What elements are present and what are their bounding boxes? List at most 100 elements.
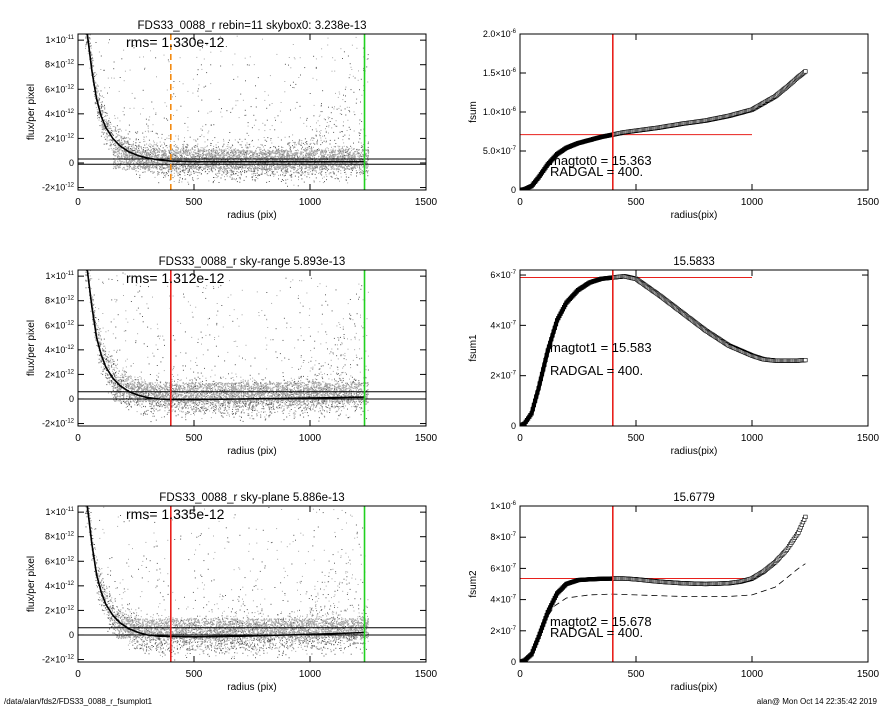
chart-title: 15.6779 bbox=[673, 492, 715, 504]
chart-panel-4: 0 500 1000 1500 0 2×10-7 4×10-7 6×10-7 15.5833 ra… bbox=[468, 256, 880, 457]
x-tick-label: 500 bbox=[628, 433, 645, 444]
y-tick-label: 2×10-7 bbox=[490, 371, 516, 381]
annotation-2: RADGAL = 400. bbox=[550, 625, 643, 640]
chart-title: FDS33_0088_r sky-plane 5.886e-13 bbox=[159, 492, 344, 504]
x-tick-label: 1500 bbox=[857, 197, 880, 208]
y-tick-label: 4×10-12 bbox=[45, 109, 75, 119]
annotation-1: magtot1 = 15.583 bbox=[550, 340, 652, 355]
annotation-2: RADGAL = 400. bbox=[550, 164, 643, 179]
y-tick-label: 6×10-12 bbox=[45, 84, 75, 94]
x-tick-label: 1500 bbox=[415, 669, 438, 680]
x-tick-label: 0 bbox=[75, 669, 81, 680]
y-tick-label: 0 bbox=[511, 657, 516, 667]
y-axis-label: flux/per pixel bbox=[26, 556, 37, 612]
plot-area bbox=[78, 270, 426, 423]
axes-frame bbox=[519, 269, 869, 427]
series-2 bbox=[542, 563, 806, 624]
y-tick-label: 4×10-12 bbox=[45, 581, 75, 591]
plot-area bbox=[520, 514, 808, 662]
y-tick-label: 1.0×10-6 bbox=[483, 107, 517, 117]
chart-title: FDS33_0088_r sky-range 5.893e-13 bbox=[159, 256, 346, 268]
plot-area bbox=[78, 34, 426, 187]
x-axis-label: radius (pix) bbox=[227, 682, 276, 693]
y-tick-label: 8×10-7 bbox=[490, 532, 516, 542]
series-1 bbox=[520, 514, 808, 662]
x-axis-label: radius(pix) bbox=[671, 210, 718, 221]
y-tick-label: 0 bbox=[69, 394, 74, 404]
chart-panel-5: 0 500 1000 1500-2×10-1202×10-124×10-126×10-… bbox=[26, 492, 438, 693]
series-marker bbox=[803, 69, 808, 74]
chart-panel-2: 0 500 1000 1500 0 5.0×10-7 1.0×10-6 1.5×10-6 2.0… bbox=[468, 29, 880, 221]
y-tick-label: 0 bbox=[511, 421, 516, 431]
y-axis-label: fsum2 bbox=[468, 570, 479, 598]
chart-title: 15.5833 bbox=[673, 256, 715, 268]
series-1 bbox=[520, 69, 808, 190]
y-axis-label: flux/per pixel bbox=[26, 320, 37, 376]
y-tick-label: 6×10-7 bbox=[490, 563, 516, 573]
x-tick-label: 0 bbox=[75, 197, 81, 208]
x-tick-label: 1000 bbox=[741, 433, 764, 444]
y-tick-label: 8×10-12 bbox=[45, 296, 75, 306]
x-tick-label: 1000 bbox=[299, 197, 322, 208]
x-tick-label: 0 bbox=[517, 669, 523, 680]
y-tick-label: 2×10-7 bbox=[490, 626, 516, 636]
x-tick-label: 0 bbox=[517, 433, 523, 444]
x-tick-label: 0 bbox=[517, 197, 523, 208]
y-tick-label: 2×10-12 bbox=[45, 605, 75, 615]
series-marker bbox=[803, 514, 808, 519]
annotation-1: rms= 1.335e-12 bbox=[126, 506, 225, 522]
y-tick-label: 1×10-6 bbox=[490, 501, 516, 511]
profile-line bbox=[86, 506, 365, 638]
y-tick-label: 1.5×10-6 bbox=[483, 68, 517, 78]
profile-line bbox=[86, 34, 365, 163]
y-tick-label: -2×10-12 bbox=[42, 655, 75, 665]
y-tick-label: 0 bbox=[69, 630, 74, 640]
plot-area bbox=[78, 506, 426, 661]
x-tick-label: 1500 bbox=[857, 669, 880, 680]
axes-frame bbox=[77, 269, 427, 427]
axes-frame bbox=[77, 505, 427, 663]
axes-frame bbox=[77, 33, 427, 191]
y-tick-label: 1×10-11 bbox=[45, 35, 74, 45]
y-tick-label: 4×10-7 bbox=[490, 320, 516, 330]
chart-panel-1: 0 500 1000 1500-2×10-1202×10-124×10-126×10-… bbox=[26, 20, 438, 221]
x-tick-label: 1000 bbox=[299, 433, 322, 444]
chart-panel-3: 0 500 1000 1500-2×10-1202×10-124×10-126×10-… bbox=[26, 256, 438, 457]
annotation-1: rms= 1.312e-12 bbox=[126, 270, 225, 286]
footer-timestamp: alan@ Mon Oct 14 22:35:42 2019 bbox=[756, 697, 877, 706]
x-tick-label: 500 bbox=[628, 669, 645, 680]
chart-panel-6: 0 500 1000 1500 0 2×10-7 4×10-7 6×10-7 8×10-7 1×1… bbox=[468, 492, 880, 693]
annotation-1: rms= 1.330e-12 bbox=[126, 34, 225, 50]
y-tick-label: 2.0×10-6 bbox=[483, 29, 517, 39]
series-marker bbox=[803, 357, 808, 363]
annotation-1: magtot0 = 15.363 bbox=[550, 153, 652, 168]
series-1 bbox=[520, 274, 808, 426]
y-tick-label: 2×10-12 bbox=[45, 369, 75, 379]
x-axis-label: radius (pix) bbox=[227, 446, 276, 457]
scatter-points bbox=[85, 270, 369, 423]
y-tick-label: 8×10-12 bbox=[45, 60, 75, 70]
y-tick-label: 8×10-12 bbox=[45, 532, 75, 542]
x-axis-label: radius(pix) bbox=[671, 446, 718, 457]
chart-title: FDS33_0088_r rebin=11 skybox0: 3.238e-13 bbox=[138, 20, 367, 32]
x-tick-label: 1500 bbox=[857, 433, 880, 444]
y-tick-label: 6×10-12 bbox=[45, 556, 75, 566]
plot-area bbox=[520, 274, 808, 426]
y-tick-label: 4×10-7 bbox=[490, 595, 516, 605]
axes-frame bbox=[519, 505, 869, 663]
x-tick-label: 500 bbox=[186, 669, 203, 680]
y-tick-label: 1×10-11 bbox=[45, 271, 74, 281]
x-tick-label: 1500 bbox=[415, 197, 438, 208]
x-tick-label: 500 bbox=[186, 433, 203, 444]
y-axis-label: fsum1 bbox=[468, 334, 479, 362]
y-tick-label: 2×10-12 bbox=[45, 133, 75, 143]
x-tick-label: 500 bbox=[628, 197, 645, 208]
annotation-2: RADGAL = 400. bbox=[550, 363, 643, 378]
x-tick-label: 1000 bbox=[741, 197, 764, 208]
y-tick-label: 5.0×10-7 bbox=[483, 146, 517, 156]
y-tick-label: -2×10-12 bbox=[42, 419, 75, 429]
x-tick-label: 1000 bbox=[299, 669, 322, 680]
y-tick-label: 6×10-12 bbox=[45, 320, 75, 330]
plot-area bbox=[520, 69, 808, 190]
